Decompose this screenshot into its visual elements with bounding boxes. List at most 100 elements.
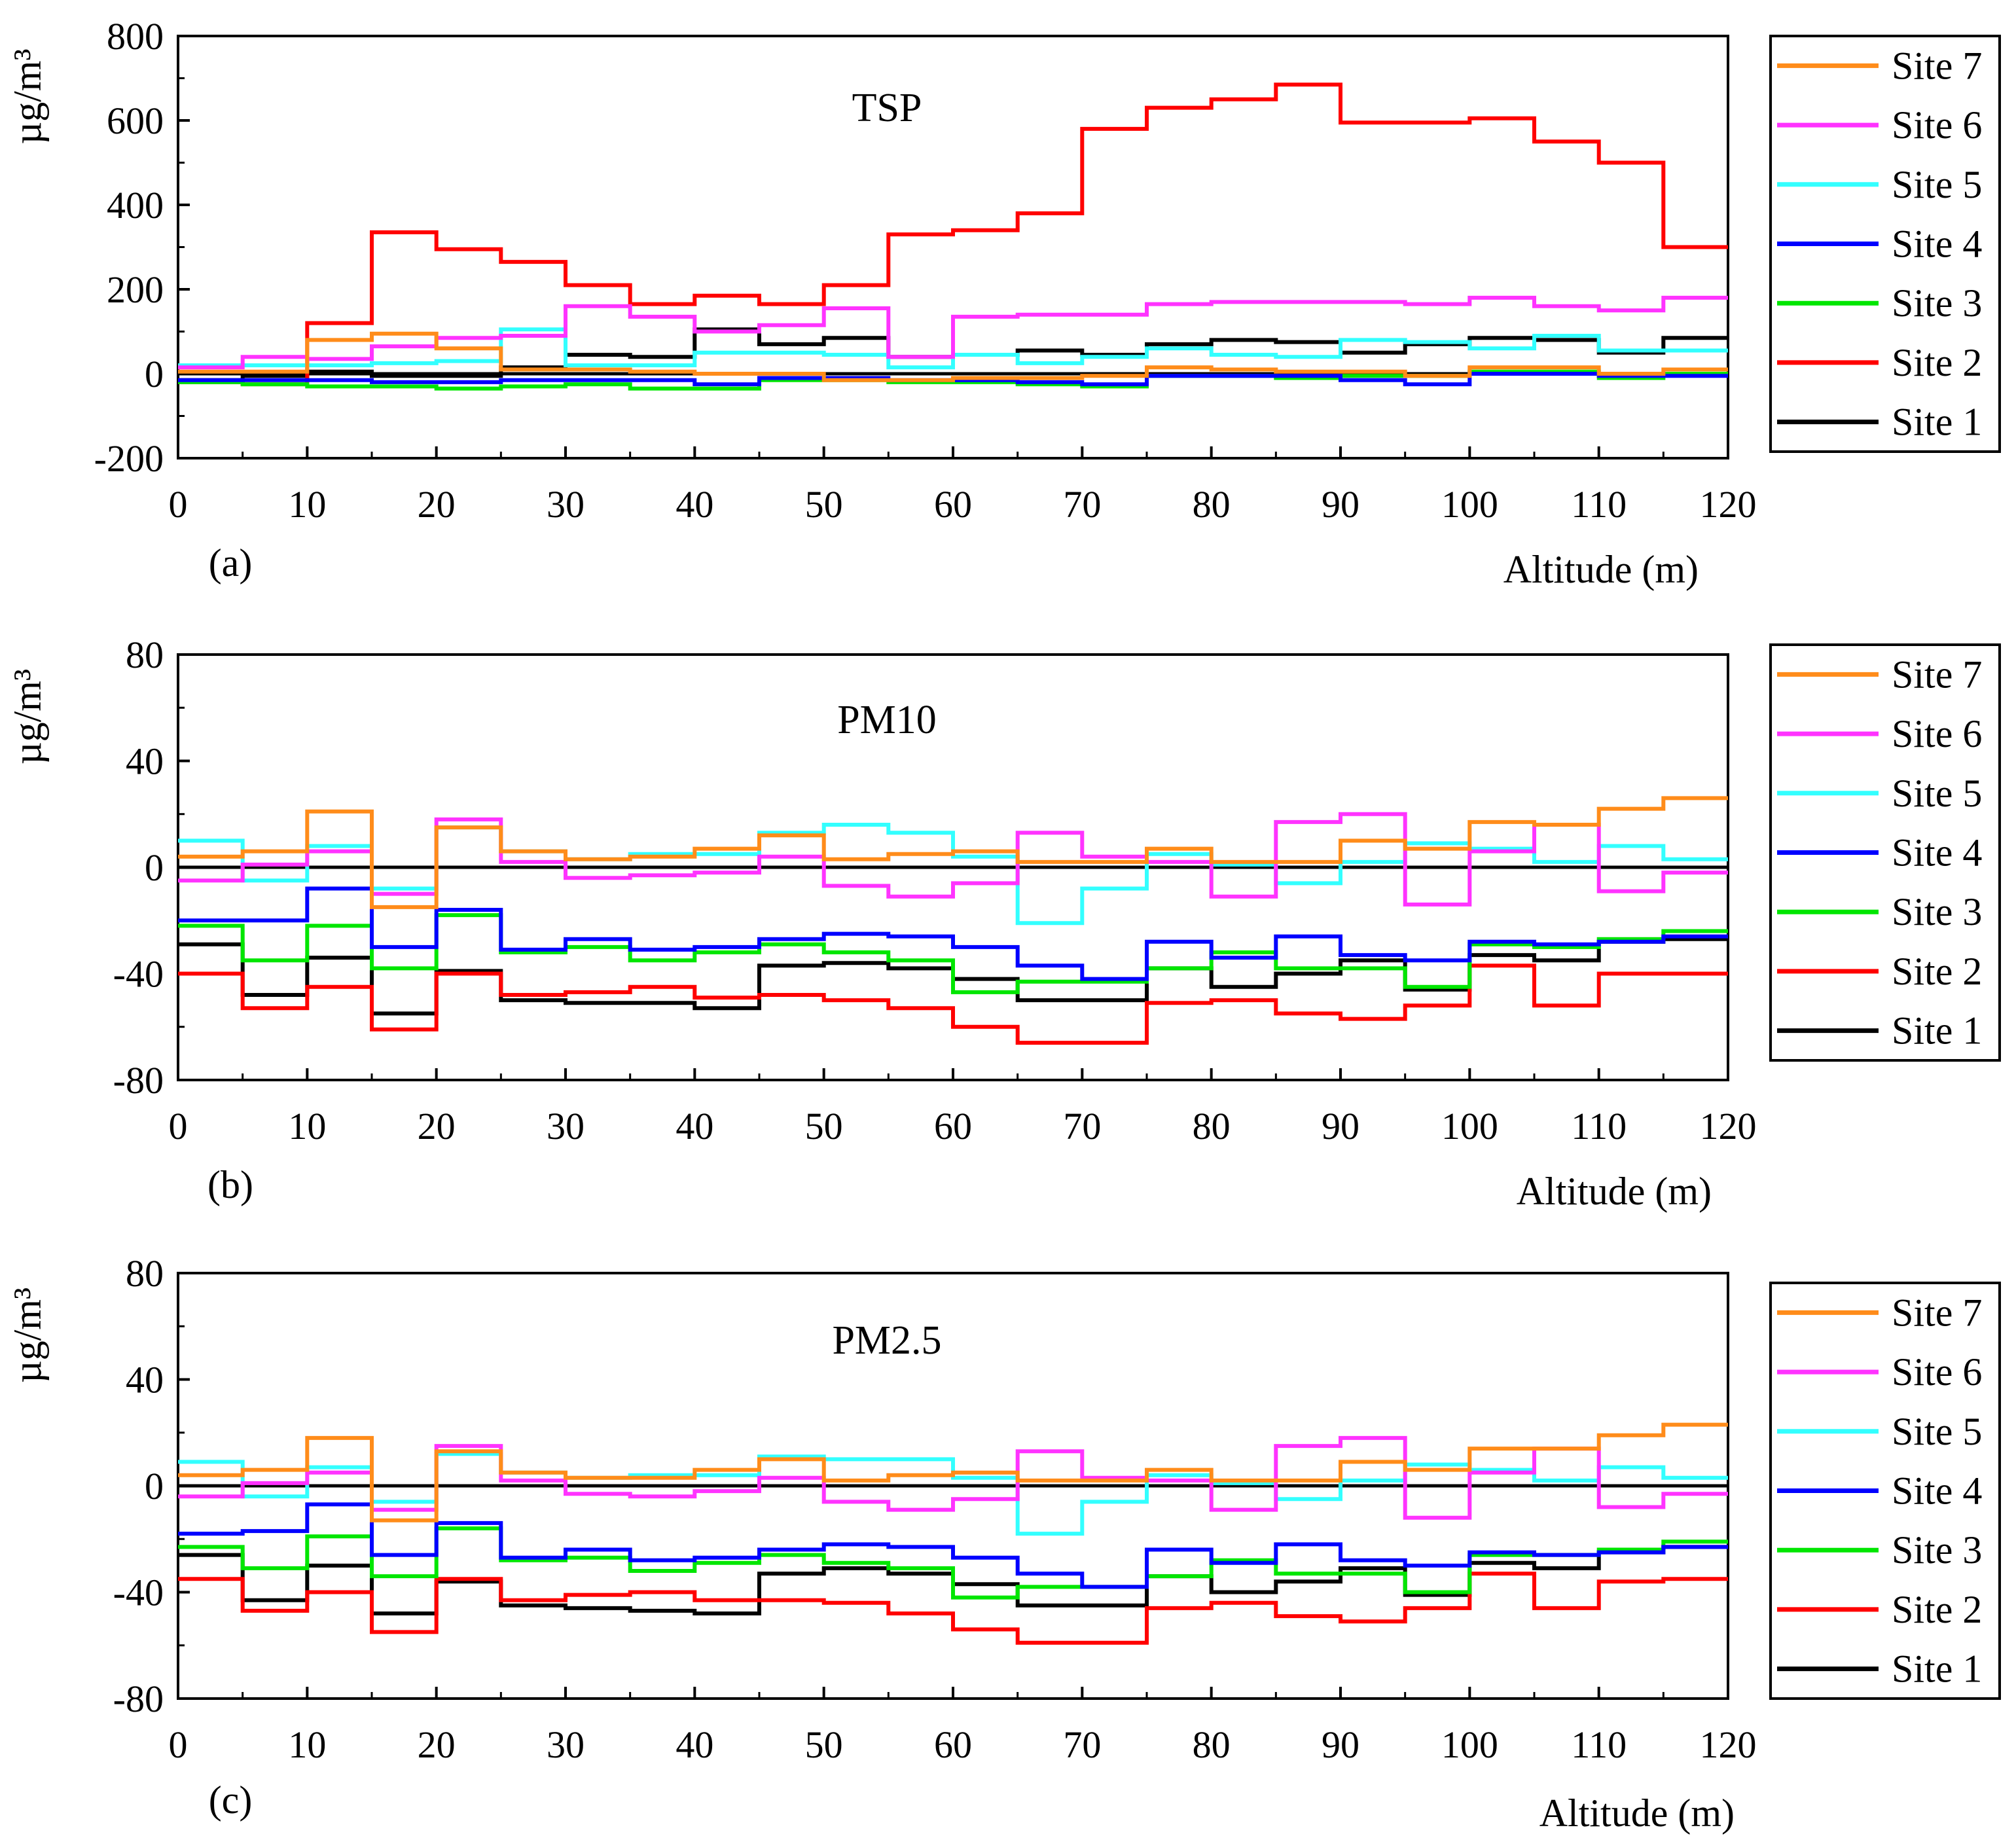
x-tick-label: 0 xyxy=(169,483,188,526)
x-axis-title: Altitude (m) xyxy=(1539,1791,1735,1835)
x-tick-label: 120 xyxy=(1700,483,1757,526)
x-tick-label: 120 xyxy=(1700,1105,1757,1147)
x-tick-label: 90 xyxy=(1322,483,1359,526)
x-tick-label: 100 xyxy=(1441,483,1498,526)
x-tick-label: 70 xyxy=(1063,483,1101,526)
chart-panel-0: 0 10 20 30 40 50 60 70 80 90 100 110 120-20002004006… xyxy=(6,15,2001,591)
y-axis-title: µg/m³ xyxy=(6,49,49,145)
legend-label: Site 6 xyxy=(1892,103,1982,147)
legend-label: Site 3 xyxy=(1892,890,1982,933)
series-line-site-4 xyxy=(178,886,1728,981)
y-tick-label: 800 xyxy=(107,15,164,58)
legend: Site 7 Site 6 Site 5 Site 4 Site 3 Site 2 Site… xyxy=(1769,1282,2001,1700)
x-tick-label: 80 xyxy=(1193,483,1231,526)
legend-label: Site 5 xyxy=(1892,1410,1982,1453)
x-tick-label: 20 xyxy=(418,483,456,526)
legend-label: Site 1 xyxy=(1892,401,1982,444)
x-tick-label: 50 xyxy=(805,483,843,526)
y-tick-label: 40 xyxy=(126,740,164,783)
legend-label: Site 5 xyxy=(1892,163,1982,206)
series-line-site-7 xyxy=(178,331,1728,382)
x-tick-label: 80 xyxy=(1193,1723,1231,1766)
x-tick-label: 30 xyxy=(547,483,585,526)
legend-label: Site 3 xyxy=(1892,281,1982,325)
legend-label: Site 7 xyxy=(1892,44,1982,87)
y-axis-title: µg/m³ xyxy=(6,1287,49,1383)
series-line-site-2 xyxy=(178,82,1728,387)
x-tick-label: 70 xyxy=(1063,1723,1101,1766)
y-tick-label: 600 xyxy=(107,99,164,142)
y-tick-label: -40 xyxy=(113,953,164,996)
y-tick-label: -80 xyxy=(113,1678,164,1720)
y-tick-label: 400 xyxy=(107,184,164,226)
legend-label: Site 4 xyxy=(1892,831,1982,874)
x-tick-label: 30 xyxy=(547,1105,585,1147)
x-tick-label: 0 xyxy=(169,1723,188,1766)
x-tick-label: 10 xyxy=(288,1723,326,1766)
legend: Site 7 Site 6 Site 5 Site 4 Site 3 Site 2 Site… xyxy=(1769,35,2001,453)
y-axis-title: µg/m³ xyxy=(6,669,49,765)
x-axis-title: Altitude (m) xyxy=(1517,1170,1712,1213)
legend-label: Site 6 xyxy=(1892,1350,1982,1394)
series-line-site-2 xyxy=(178,963,1728,1045)
x-tick-label: 50 xyxy=(805,1105,843,1147)
x-tick-label: 110 xyxy=(1571,1105,1627,1147)
legend-label: Site 2 xyxy=(1892,950,1982,993)
x-tick-label: 0 xyxy=(169,1105,188,1147)
series-line-site-7 xyxy=(178,796,1728,909)
legend-label: Site 2 xyxy=(1892,341,1982,384)
y-tick-label: -200 xyxy=(94,437,164,480)
legend-label: Site 4 xyxy=(1892,223,1982,266)
y-tick-label: 80 xyxy=(126,1252,164,1295)
x-tick-label: 120 xyxy=(1700,1723,1757,1766)
y-tick-label: 0 xyxy=(145,353,164,395)
y-tick-label: 0 xyxy=(145,1465,164,1507)
x-tick-label: 40 xyxy=(675,1723,713,1766)
series-line-site-3 xyxy=(178,1526,1728,1600)
x-tick-label: 90 xyxy=(1322,1723,1359,1766)
panel-label: (b) xyxy=(207,1163,253,1206)
chart-panel-1: 0 10 20 30 40 50 60 70 80 90 100 110 120 -80 -40 0 40 80 µ… xyxy=(6,634,2001,1213)
panel-label: (a) xyxy=(209,541,253,585)
legend-label: Site 7 xyxy=(1892,653,1982,696)
x-tick-label: 60 xyxy=(934,1105,972,1147)
x-tick-label: 20 xyxy=(418,1723,456,1766)
legend-label: Site 2 xyxy=(1892,1588,1982,1631)
x-tick-label: 110 xyxy=(1571,483,1627,526)
y-tick-label: 80 xyxy=(126,634,164,676)
chart-panel-2: 0 10 20 30 40 50 60 70 80 90 100 110 120 -80 -40 0 40 80 µ… xyxy=(6,1252,2001,1835)
y-tick-label: 0 xyxy=(145,846,164,889)
panel-title: PM2.5 xyxy=(832,1318,941,1363)
x-tick-label: 60 xyxy=(934,483,972,526)
legend-label: Site 6 xyxy=(1892,712,1982,755)
x-tick-label: 70 xyxy=(1063,1105,1101,1147)
series-line-site-4 xyxy=(178,1502,1728,1589)
x-tick-label: 100 xyxy=(1441,1723,1498,1766)
legend-label: Site 1 xyxy=(1892,1647,1982,1691)
legend-label: Site 3 xyxy=(1892,1528,1982,1572)
x-tick-label: 20 xyxy=(418,1105,456,1147)
legend-label: Site 7 xyxy=(1892,1291,1982,1334)
x-tick-label: 90 xyxy=(1322,1105,1359,1147)
x-axis-title: Altitude (m) xyxy=(1503,548,1699,591)
legend-label: Site 5 xyxy=(1892,772,1982,815)
x-tick-label: 80 xyxy=(1193,1105,1231,1147)
x-tick-label: 50 xyxy=(805,1723,843,1766)
legend: Site 7 Site 6 Site 5 Site 4 Site 3 Site 2 Site… xyxy=(1769,643,2001,1062)
series-line-site-6 xyxy=(178,812,1728,907)
panel-title: TSP xyxy=(852,86,922,130)
legend-label: Site 4 xyxy=(1892,1469,1982,1513)
x-tick-label: 10 xyxy=(288,483,326,526)
x-tick-label: 110 xyxy=(1571,1723,1627,1766)
plot-frame xyxy=(177,35,1729,459)
series-line-site-4 xyxy=(178,372,1728,387)
panel-label: (c) xyxy=(209,1778,253,1822)
panel-title: PM10 xyxy=(837,698,937,742)
x-tick-label: 60 xyxy=(934,1723,972,1766)
x-tick-label: 100 xyxy=(1441,1105,1498,1147)
y-tick-label: -80 xyxy=(113,1059,164,1102)
y-tick-label: 40 xyxy=(126,1359,164,1401)
series-line-site-7 xyxy=(178,1422,1728,1522)
x-tick-label: 40 xyxy=(675,483,713,526)
